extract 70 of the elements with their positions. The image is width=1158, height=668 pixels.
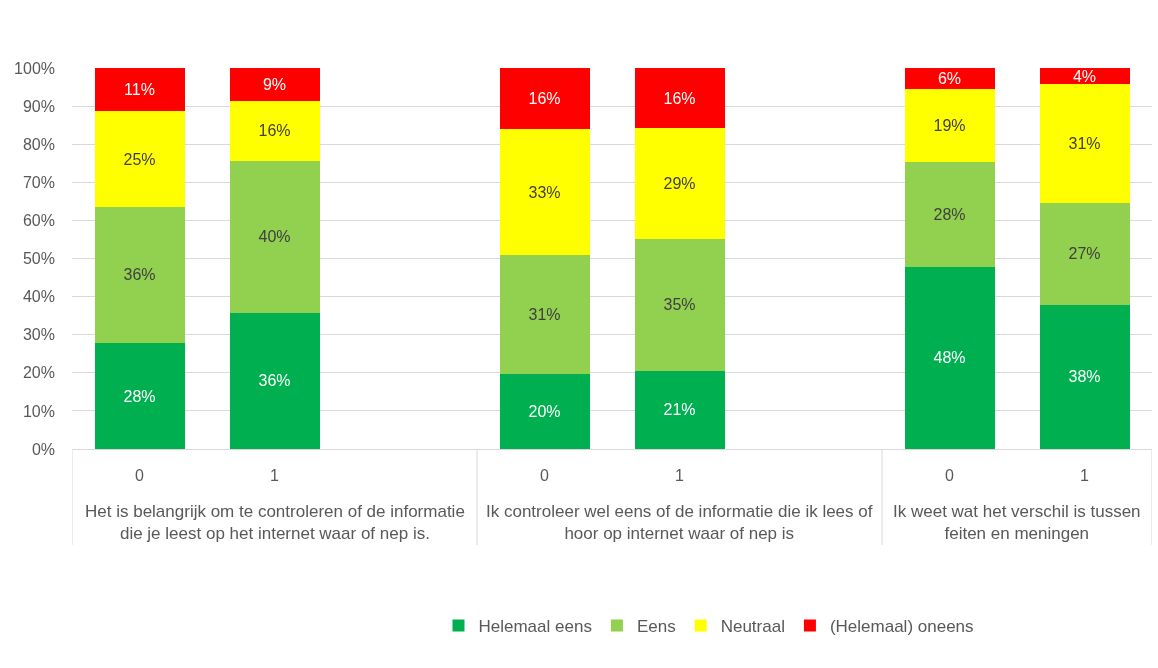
bar (94, 111, 185, 207)
bar (904, 161, 995, 267)
bar (634, 68, 725, 129)
y-tick-label: 30% (22, 326, 55, 344)
legend-label: (Helemaal) oneens (829, 617, 974, 637)
data-label: 31% (528, 306, 561, 324)
data-label: 27% (1068, 245, 1101, 263)
y-tick-label: 100% (14, 59, 55, 77)
data-label: 16% (258, 122, 291, 140)
data-label: 31% (1068, 135, 1101, 153)
bar (229, 312, 320, 449)
x-tick-label: 0 (540, 467, 550, 485)
bar (1039, 304, 1130, 449)
x-tick-label: 1 (270, 467, 280, 485)
data-label: 4% (1072, 67, 1097, 85)
y-tick-label: 40% (22, 288, 55, 306)
data-label: 28% (933, 205, 966, 223)
data-label: 16% (528, 89, 561, 107)
data-label: 29% (663, 174, 696, 192)
bar (634, 370, 725, 449)
y-tick-label: 90% (22, 97, 55, 115)
y-tick-label: 20% (22, 364, 55, 382)
bar (499, 68, 590, 129)
bar (229, 68, 320, 101)
text: Ik controleer wel eens of de informatie die ik lees of hoor op internet waar of nep is (486, 502, 873, 544)
y-tick-label: 10% (22, 402, 55, 420)
legend-label: Eens (636, 617, 676, 637)
y-tick-label: 50% (22, 250, 55, 268)
bar (94, 206, 185, 344)
data-label: 11% (124, 81, 155, 99)
bar (499, 255, 590, 375)
bar (94, 343, 185, 449)
data-label: 20% (528, 403, 561, 421)
data-label: 28% (123, 387, 156, 405)
data-label: 48% (933, 349, 966, 367)
x-tick-label: 0 (135, 467, 145, 485)
bar (634, 128, 725, 239)
bar (1039, 84, 1130, 204)
bar (634, 238, 725, 371)
text: Het is belangrijk om te controleren of de informatie die je leest op het internet waar of nep is. (85, 502, 465, 544)
bar (904, 266, 995, 449)
data-label: 6% (937, 70, 962, 88)
x-tick-label: 1 (1080, 467, 1090, 485)
y-tick-label: 80% (22, 135, 55, 153)
data-label: 38% (1068, 368, 1101, 386)
data-label: 25% (123, 150, 156, 168)
legend-label: Helemaal eens (478, 617, 592, 637)
text: Ik weet wat het verschil is tussen feiten en meningen (893, 502, 1141, 544)
data-label: 19% (933, 117, 966, 135)
bar (229, 100, 320, 161)
x-tick-label: 0 (945, 467, 955, 485)
bar (904, 89, 995, 162)
y-tick-label: 0% (31, 440, 55, 458)
legend-label: Neutraal (720, 617, 785, 637)
bar (94, 68, 185, 112)
data-label: 35% (663, 296, 696, 314)
bar (499, 374, 590, 449)
data-label: 40% (258, 228, 291, 246)
data-label: 16% (663, 89, 696, 107)
bar (1039, 203, 1130, 305)
data-label: 36% (123, 266, 156, 284)
bar (229, 160, 320, 313)
y-tick-label: 60% (22, 212, 55, 229)
x-tick-label: 1 (675, 467, 685, 485)
data-label: 33% (528, 183, 561, 201)
data-label: 21% (663, 401, 696, 419)
data-label: 9% (262, 75, 287, 93)
data-label: 36% (258, 372, 291, 390)
bar (499, 128, 590, 256)
y-tick-label: 70% (22, 173, 55, 191)
